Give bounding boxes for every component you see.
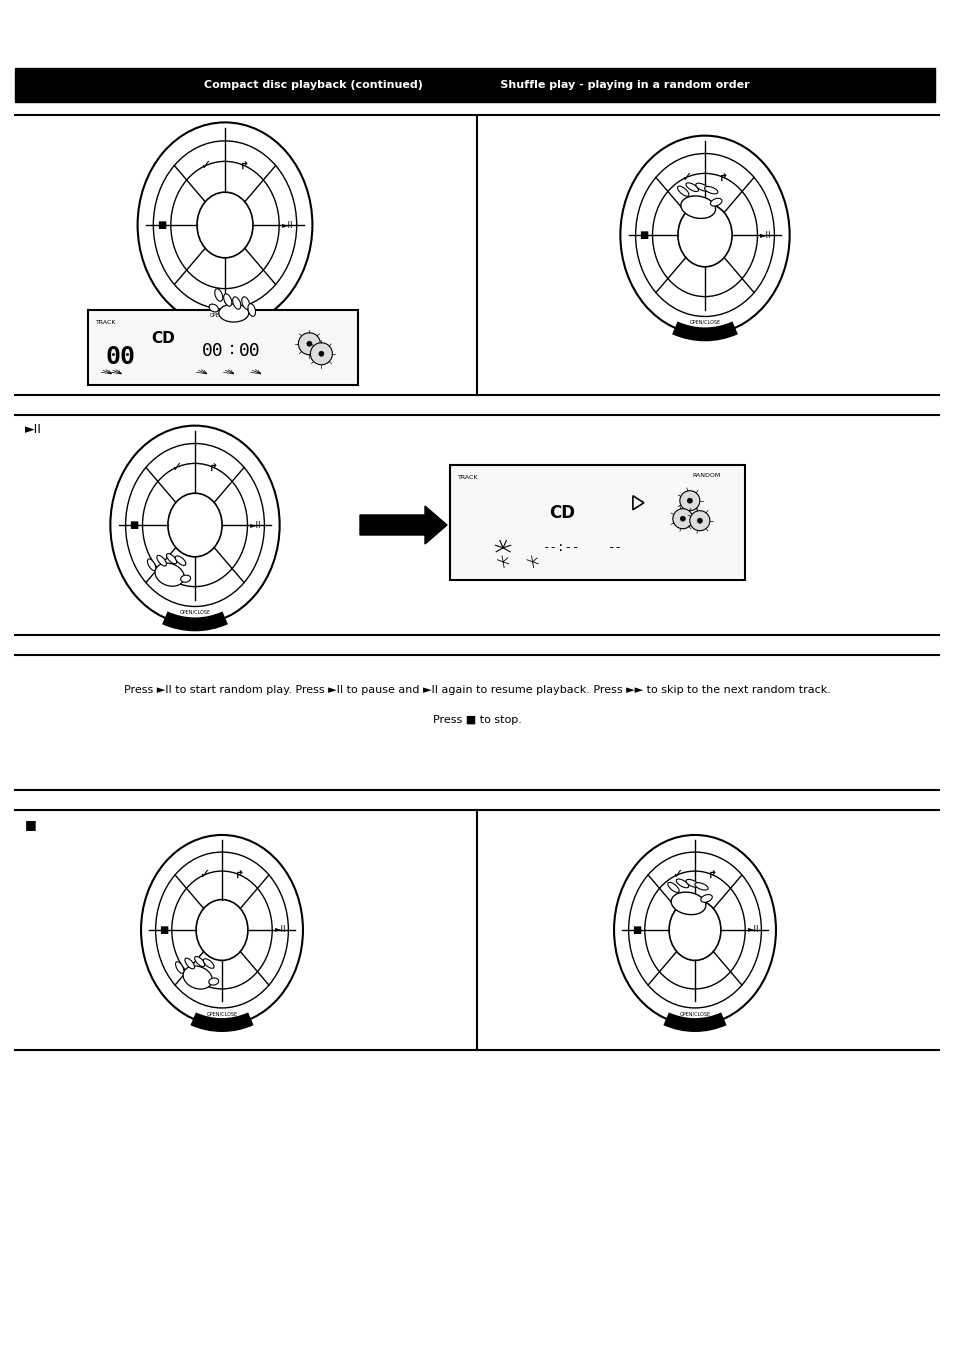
Bar (88, 311, 357, 384)
Ellipse shape (671, 892, 705, 915)
Ellipse shape (668, 900, 720, 960)
Text: ►II: ►II (250, 520, 261, 529)
Text: 0: 0 (120, 345, 135, 368)
Ellipse shape (209, 978, 218, 985)
Circle shape (672, 509, 692, 528)
Text: 00: 00 (239, 342, 261, 360)
Ellipse shape (148, 560, 155, 570)
Ellipse shape (185, 958, 194, 969)
Ellipse shape (137, 122, 312, 327)
Circle shape (298, 332, 320, 354)
Text: ↱: ↱ (707, 870, 717, 880)
Ellipse shape (175, 555, 186, 565)
Ellipse shape (156, 555, 166, 566)
Ellipse shape (203, 959, 213, 969)
Text: ►II: ►II (25, 423, 42, 436)
Ellipse shape (141, 834, 303, 1025)
Ellipse shape (183, 966, 213, 989)
Text: --:--: --:-- (543, 542, 580, 554)
Circle shape (307, 341, 312, 346)
Ellipse shape (209, 304, 218, 312)
Text: ✓: ✓ (680, 171, 691, 183)
Ellipse shape (704, 186, 718, 194)
FancyArrow shape (359, 506, 447, 544)
Ellipse shape (676, 880, 688, 888)
Text: 0: 0 (106, 345, 121, 368)
Ellipse shape (680, 196, 715, 219)
Ellipse shape (154, 564, 184, 587)
Text: OPEN/CLOSE: OPEN/CLOSE (210, 313, 240, 317)
Ellipse shape (685, 183, 698, 192)
Ellipse shape (233, 297, 240, 309)
Ellipse shape (223, 294, 232, 306)
Text: ►II: ►II (760, 230, 771, 239)
Text: ↱: ↱ (234, 870, 244, 880)
Text: ■: ■ (639, 230, 648, 239)
Text: ↱: ↱ (239, 160, 249, 171)
Ellipse shape (175, 962, 184, 974)
Ellipse shape (614, 834, 775, 1025)
Ellipse shape (619, 135, 789, 334)
Ellipse shape (685, 880, 699, 888)
Text: OPEN/CLOSE: OPEN/CLOSE (206, 1011, 237, 1016)
Circle shape (679, 516, 684, 521)
Text: ■: ■ (632, 925, 640, 934)
Ellipse shape (695, 183, 708, 192)
Circle shape (697, 518, 701, 523)
Ellipse shape (180, 575, 191, 583)
Ellipse shape (677, 186, 688, 196)
Text: ↱: ↱ (209, 462, 218, 472)
Text: ■: ■ (25, 818, 37, 830)
Ellipse shape (694, 882, 707, 891)
Text: TRACK: TRACK (457, 475, 478, 480)
Text: ✓: ✓ (671, 869, 681, 881)
Ellipse shape (196, 900, 248, 960)
Text: 00: 00 (201, 342, 223, 360)
Ellipse shape (167, 554, 176, 564)
Text: ►II: ►II (747, 926, 759, 934)
Ellipse shape (667, 882, 679, 892)
Text: RANDOM: RANDOM (692, 473, 720, 477)
Text: CD: CD (549, 505, 575, 523)
Bar (450, 465, 744, 580)
Ellipse shape (197, 192, 253, 257)
Text: ✓: ✓ (171, 461, 181, 473)
Text: Compact disc playback (continued)                    Shuffle play - playing in a: Compact disc playback (continued) Shuffl… (204, 79, 749, 90)
Ellipse shape (241, 297, 250, 309)
Text: TRACK: TRACK (96, 320, 116, 326)
Text: OPEN/CLOSE: OPEN/CLOSE (679, 1011, 710, 1016)
Text: ►II: ►II (274, 926, 286, 934)
Circle shape (310, 343, 332, 365)
Circle shape (318, 352, 324, 356)
Ellipse shape (710, 198, 721, 207)
Text: ✓: ✓ (199, 869, 210, 881)
Circle shape (679, 491, 700, 510)
Text: Press ■ to stop.: Press ■ to stop. (432, 715, 521, 725)
Ellipse shape (218, 304, 249, 321)
Circle shape (689, 510, 709, 531)
Text: OPEN/CLOSE: OPEN/CLOSE (179, 610, 211, 616)
Text: ■: ■ (159, 925, 168, 934)
Text: ■: ■ (157, 220, 167, 230)
Text: ✓: ✓ (200, 159, 211, 172)
Text: CD: CD (152, 331, 175, 346)
Bar (15, 68, 934, 103)
Ellipse shape (111, 425, 279, 624)
Circle shape (686, 498, 692, 503)
Text: ►II: ►II (282, 220, 294, 230)
Text: Press ►II to start random play. Press ►II to pause and ►II again to resume playb: Press ►II to start random play. Press ►I… (124, 685, 829, 695)
Ellipse shape (214, 289, 222, 301)
Ellipse shape (168, 494, 222, 557)
Ellipse shape (678, 204, 731, 267)
Ellipse shape (248, 304, 255, 316)
Text: :: : (228, 341, 234, 358)
Text: ■: ■ (130, 520, 138, 529)
Ellipse shape (700, 895, 712, 903)
Ellipse shape (194, 956, 205, 967)
Text: --: -- (607, 542, 622, 554)
Text: OPEN/CLOSE: OPEN/CLOSE (689, 320, 720, 326)
Text: ↱: ↱ (719, 172, 727, 182)
